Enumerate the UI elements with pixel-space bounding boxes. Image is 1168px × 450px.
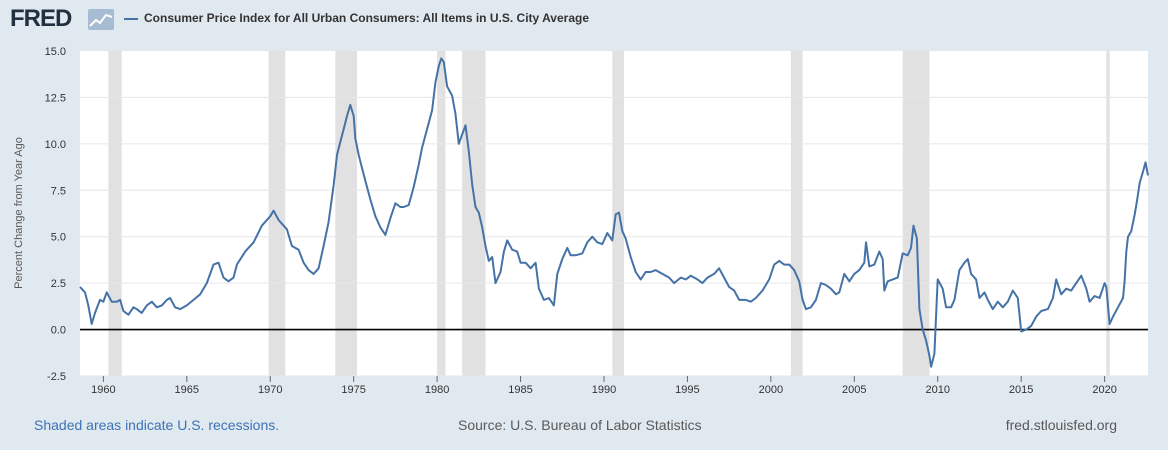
y-axis-title: Percent Change from Year Ago: [13, 137, 25, 289]
x-tick-label: 1960: [91, 384, 115, 396]
x-tick-label: 2020: [1092, 384, 1116, 396]
y-tick-label: 15.0: [45, 46, 66, 58]
x-axis: 1960 1965 1970 1975 1980 1985 1990 1995 2000 2005…: [91, 376, 1117, 396]
y-axis: -2.5 0.0 2.5 5.0 7.5 10.0 12.5 15.0: [45, 46, 66, 383]
y-tick-label: 5.0: [51, 232, 66, 244]
x-tick-label: 1970: [258, 384, 282, 396]
x-tick-label: 1980: [425, 384, 449, 396]
recession-band: [1106, 51, 1110, 376]
x-tick-label: 2000: [759, 384, 783, 396]
series: [79, 57, 1149, 368]
legend-series-label: Consumer Price Index for All Urban Consu…: [144, 11, 589, 25]
recession-band: [790, 51, 803, 376]
recession-band: [902, 51, 930, 376]
x-tick-label: 2015: [1009, 384, 1033, 396]
recession-band: [462, 51, 486, 376]
y-tick-label: 2.5: [51, 278, 66, 290]
site-url: fred.stlouisfed.org: [1005, 417, 1117, 433]
recession-band: [335, 51, 358, 376]
y-tick-label: 7.5: [51, 185, 66, 197]
recession-band: [268, 51, 286, 376]
gridlines: [80, 96, 1148, 377]
recession-bands: [108, 51, 1110, 376]
y-tick-label: 0.0: [51, 325, 66, 337]
line-chart-icon: [88, 9, 114, 30]
x-tick-label: 1965: [175, 384, 199, 396]
line-chart: -2.5 0.0 2.5 5.0 7.5 10.0 12.5 15.0 1960 1965 197…: [13, 46, 1149, 396]
source-text: Source: U.S. Bureau of Labor Statistics: [458, 417, 702, 433]
series-line[interactable]: [79, 57, 1149, 368]
chart-footer: Shaded areas indicate U.S. recessions. S…: [0, 410, 1168, 440]
x-tick-label: 1985: [508, 384, 532, 396]
recession-band: [108, 51, 122, 376]
x-tick-label: 1975: [341, 384, 365, 396]
y-tick-label: 12.5: [45, 92, 66, 104]
x-tick-label: 1995: [675, 384, 699, 396]
x-tick-label: 2010: [925, 384, 949, 396]
chart-header: FRED Consumer Price Index for All Urban …: [0, 0, 1168, 40]
y-tick-label: -2.5: [47, 371, 66, 383]
y-tick-label: 10.0: [45, 139, 66, 151]
x-tick-label: 1990: [592, 384, 616, 396]
recession-band: [437, 51, 446, 376]
x-tick-label: 2005: [842, 384, 866, 396]
fred-logo[interactable]: FRED: [10, 5, 72, 32]
legend-swatch: [124, 18, 138, 20]
recessions-note-link[interactable]: Shaded areas indicate U.S. recessions.: [34, 417, 280, 433]
